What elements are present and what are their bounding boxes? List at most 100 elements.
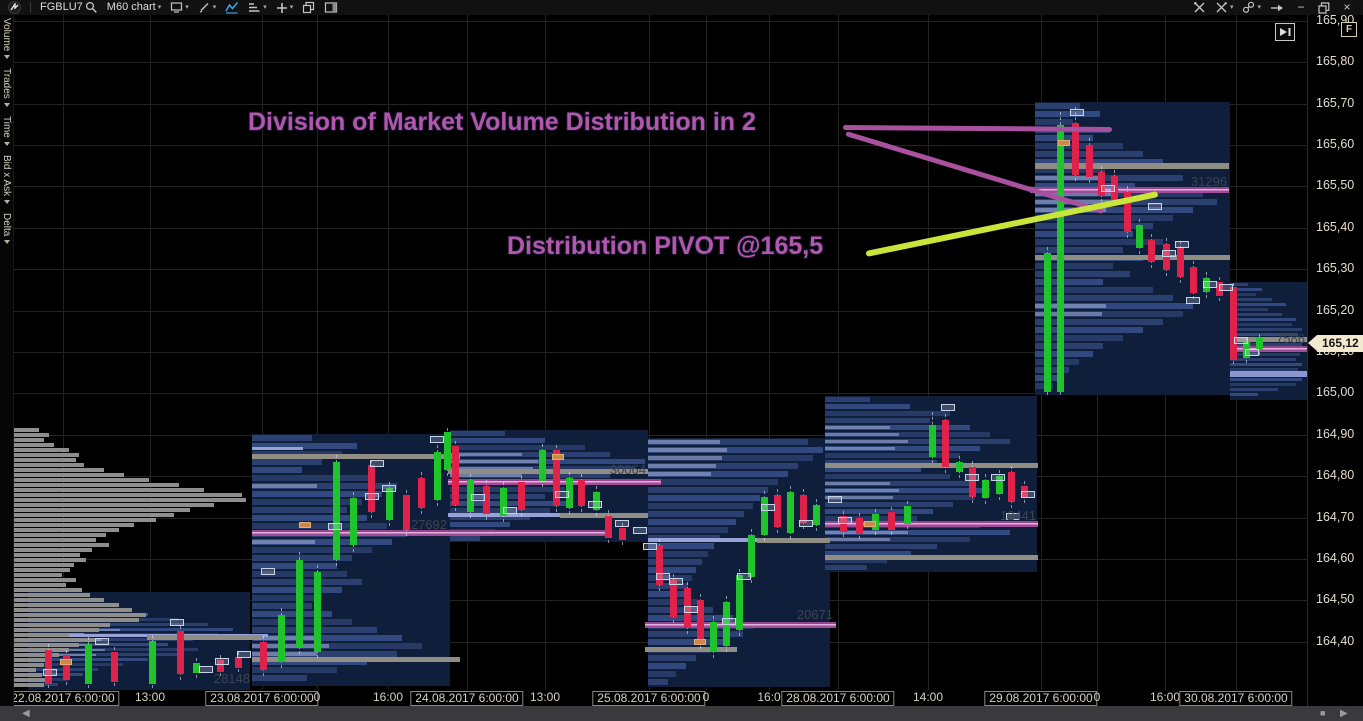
price-axis[interactable]: [1307, 15, 1363, 706]
sidebar-item-volume[interactable]: Volume: [1, 18, 12, 60]
volume-histogram-bar: [14, 653, 59, 657]
volume-profile-bar: [1035, 319, 1163, 325]
plus-icon: [276, 2, 287, 13]
volume-histogram-bar: [14, 438, 44, 442]
app-logo[interactable]: [8, 1, 21, 14]
volume-profile-bar-highlight: [1035, 192, 1111, 196]
candle-body: [904, 506, 911, 524]
grid-line-vertical: [150, 15, 151, 690]
minimize-button[interactable]: −: [1297, 0, 1305, 14]
candle-body: [1057, 125, 1064, 392]
period-selector[interactable]: M60 chart ▾: [107, 0, 161, 15]
titlebar: FGBLU7 M60 chart ▾ ▾ ▾ ▾ ▾: [0, 0, 1363, 15]
candle-body: [278, 615, 285, 662]
stop-button[interactable]: ■: [1320, 708, 1326, 718]
volume-profile-bar: [1230, 368, 1298, 371]
volume-profile-bar: [252, 635, 402, 641]
candle-body: [483, 486, 490, 514]
volume-profile-bar: [28, 673, 83, 676]
volume-total-label: 31296: [1190, 174, 1227, 189]
close-button[interactable]: ×: [1343, 0, 1351, 14]
volume-histogram-bar: [14, 593, 90, 597]
level-line-gray: [757, 538, 830, 543]
highlight-marker: [694, 639, 706, 645]
volume-profile-bar: [1035, 191, 1203, 197]
tools-icon: [1193, 2, 1205, 13]
volume-profile-bar: [825, 558, 887, 563]
pin-button[interactable]: [1270, 2, 1284, 14]
indicator-button[interactable]: ▾: [248, 0, 267, 15]
volume-profile-bar: [252, 603, 312, 609]
link-windows-button[interactable]: ▾: [1242, 0, 1261, 15]
settings-tools-button[interactable]: [1193, 1, 1206, 14]
duplicate-button[interactable]: [302, 1, 315, 14]
open-price-marker: [941, 404, 955, 411]
volume-histogram-bar: [14, 598, 104, 602]
sidebar-item-trades[interactable]: Trades: [1, 68, 12, 108]
volume-profile-bar: [648, 447, 823, 453]
volume-profile-bar: [648, 487, 768, 493]
volume-histogram-bar: [14, 548, 92, 552]
period-label: M60 chart: [106, 1, 156, 13]
volume-histogram-bar: [14, 553, 80, 557]
bottom-scrollbar[interactable]: ◀ ■ ▶: [0, 706, 1363, 721]
volume-profile-bar: [252, 443, 357, 449]
grid-line-vertical: [545, 15, 546, 690]
grid-line-vertical: [262, 15, 263, 690]
volume-profile-bar: [1230, 363, 1302, 366]
volume-profile-bar-highlight: [825, 433, 900, 436]
draw-tool-button[interactable]: ▾: [198, 0, 216, 15]
candle-body: [813, 505, 820, 525]
sidebar-item-bid-x-ask[interactable]: Bid x Ask: [1, 155, 12, 205]
grid-line-vertical: [928, 15, 929, 690]
candle-body: [193, 663, 200, 673]
volume-profile-bar: [648, 463, 798, 469]
candle-body: [85, 644, 92, 684]
level-line-gray: [645, 647, 737, 652]
link-icon: [1243, 1, 1255, 13]
titlebar-left: FGBLU7 M60 chart ▾ ▾ ▾ ▾ ▾: [8, 0, 338, 15]
volume-profile-bar: [648, 663, 686, 669]
volume-profile-bar: [648, 631, 743, 637]
volume-profile-bar: [252, 499, 362, 505]
add-button[interactable]: ▾: [276, 0, 293, 15]
scroll-to-end-button[interactable]: [1275, 23, 1295, 41]
price-tick-label: 165,50: [1316, 178, 1355, 192]
volume-profile-bar: [648, 511, 744, 517]
price-tick-label: 164,70: [1316, 510, 1355, 524]
time-axis-label: 13:00: [529, 690, 561, 704]
open-price-marker: [1175, 241, 1189, 248]
volume-histogram-bar: [14, 583, 66, 587]
volume-profile-bar: [648, 503, 753, 509]
candle-body: [566, 478, 573, 508]
volume-profile-bar: [1230, 378, 1302, 381]
candle-body: [996, 476, 1003, 494]
dom-panel-button[interactable]: [324, 1, 338, 14]
open-price-marker: [991, 474, 1005, 481]
volume-profile-bar: [1035, 343, 1103, 349]
volume-profile-bar-highlight: [450, 474, 522, 477]
chart-type-button[interactable]: [225, 1, 239, 14]
sidebar-item-time[interactable]: Time: [1, 116, 12, 146]
volume-profile-bar: [1230, 308, 1268, 311]
restore-button[interactable]: [1318, 1, 1330, 14]
layout-button[interactable]: ▾: [170, 0, 189, 15]
volume-histogram-bar: [14, 443, 54, 447]
pencil-icon: [199, 3, 209, 13]
volume-histogram-bar: [14, 478, 149, 482]
symbol-selector[interactable]: FGBLU7: [40, 0, 98, 15]
volume-profile-bar-highlight: [648, 464, 716, 468]
f-button[interactable]: F: [1341, 22, 1357, 37]
candle-body: [1230, 287, 1237, 360]
volume-profile-bar: [1035, 207, 1193, 213]
sidebar-item-delta[interactable]: Delta: [1, 213, 12, 245]
volume-profile-bar: [825, 411, 950, 416]
volume-profile-bar: [825, 502, 953, 507]
volume-profile-bar: [1035, 335, 1123, 341]
crosshair-tools-button[interactable]: ▾: [1215, 0, 1233, 15]
play-button[interactable]: ▶: [1340, 708, 1348, 719]
volume-profile-bar: [1035, 135, 1093, 141]
scroll-left-arrow[interactable]: ◀: [22, 708, 30, 719]
volume-total-label: 28148: [213, 671, 250, 686]
